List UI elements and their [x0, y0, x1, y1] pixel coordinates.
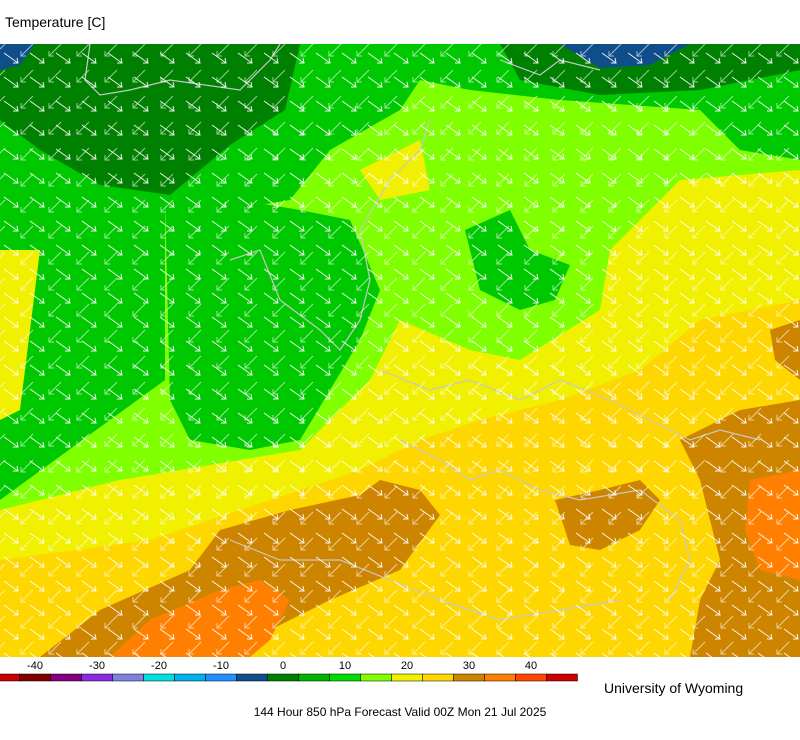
- caption: 144 Hour 850 hPa Forecast Valid 00Z Mon …: [254, 705, 547, 719]
- colorbar-segment: [360, 673, 392, 682]
- colorbar-label: -30: [89, 660, 105, 672]
- colorbar-label: 20: [401, 660, 413, 672]
- colorbar-segment: [329, 673, 361, 682]
- colorbar-segment: [453, 673, 485, 682]
- colorbar-segment: [236, 673, 268, 682]
- colorbar-label: -10: [213, 660, 229, 672]
- colorbar-segment: [546, 673, 578, 682]
- colorbar-segment: [205, 673, 237, 682]
- colorbar-label: -40: [27, 660, 43, 672]
- colorbar-label: -20: [151, 660, 167, 672]
- colorbar-label: 30: [463, 660, 475, 672]
- colorbar-segment: [112, 673, 144, 682]
- colorbar-segment: [174, 673, 206, 682]
- colorbar-segment: [422, 673, 454, 682]
- colorbar-segment: [19, 673, 51, 682]
- colorbar-segment: [143, 673, 175, 682]
- wind-arrows: [0, 44, 800, 657]
- colorbar-label: 0: [280, 660, 286, 672]
- colorbar-segment: [50, 673, 82, 682]
- credit: University of Wyoming: [604, 680, 743, 696]
- colorbar: -40 -30 -20 -10 0 10 20 30 40: [0, 660, 578, 682]
- title: Temperature [C]: [5, 14, 105, 30]
- colorbar-segment: [81, 673, 113, 682]
- colorbar-segment: [515, 673, 547, 682]
- colorbar-segment: [267, 673, 299, 682]
- colorbar-segment: [0, 673, 20, 682]
- colorbar-segment: [484, 673, 516, 682]
- colorbar-segment: [391, 673, 423, 682]
- temperature-map: [0, 44, 800, 657]
- colorbar-label: 40: [525, 660, 537, 672]
- colorbar-segment: [298, 673, 330, 682]
- colorbar-label: 10: [339, 660, 351, 672]
